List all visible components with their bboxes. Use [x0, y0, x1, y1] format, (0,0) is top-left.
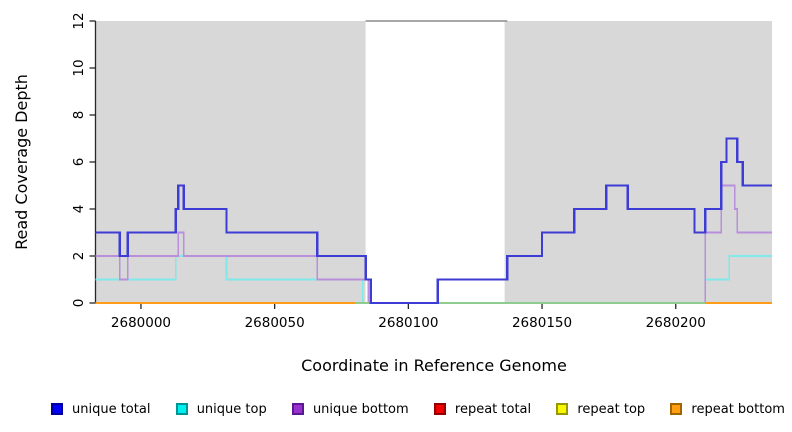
- legend-item: unique bottom: [291, 401, 409, 417]
- y-tick-label: 6: [71, 158, 87, 167]
- x-tick-label: 2680050: [245, 315, 305, 331]
- x-tick-label: 2680150: [512, 315, 572, 331]
- legend-swatch-unique-bottom: [291, 403, 304, 415]
- legend-item: unique top: [175, 401, 267, 417]
- shaded-region: [95, 21, 366, 303]
- legend-item: repeat total: [433, 401, 532, 417]
- legend-label: unique bottom: [312, 401, 409, 417]
- legend-swatch-repeat-top: [556, 403, 569, 415]
- y-tick-label: 12: [71, 12, 87, 29]
- x-axis-title: Coordinate in Reference Genome: [301, 356, 567, 375]
- x-tick-label: 2680000: [111, 315, 171, 331]
- y-tick-label: 8: [71, 111, 87, 120]
- chart-generated-layer: 2680000 2680050 2680100 2680150 2680200 0 2 4 6 8…: [71, 12, 772, 331]
- y-tick-label: 10: [71, 59, 87, 76]
- legend-item: repeat top: [556, 402, 645, 417]
- legend-item: repeat bottom: [670, 402, 785, 417]
- shaded-region: [504, 21, 772, 303]
- x-tick-label: 2680200: [646, 315, 706, 331]
- legend-swatch-unique-top: [175, 403, 188, 415]
- legend-swatch-unique-total: [51, 403, 63, 415]
- legend-label: unique top: [196, 401, 267, 417]
- legend-label: repeat total: [454, 401, 532, 417]
- y-tick-label: 0: [71, 299, 87, 308]
- coverage-chart: 2680000 2680050 2680100 2680150 2680200 0 2 4 6 8…: [12, 12, 772, 375]
- legend-swatch-repeat-total: [433, 403, 446, 415]
- legend-label: unique total: [72, 401, 151, 417]
- y-axis-title: Read Coverage Depth: [12, 74, 31, 250]
- legend-label: repeat bottom: [691, 401, 785, 417]
- series-unique-total: [95, 137, 772, 305]
- series-unique-top: [95, 255, 772, 304]
- chart-legend: unique total unique top unique bottom repea…: [51, 398, 785, 420]
- x-tick-label: 2680100: [378, 315, 438, 331]
- legend-item: unique total: [51, 402, 150, 417]
- series-unique-bottom: [95, 184, 772, 304]
- legend-label: repeat top: [577, 401, 646, 417]
- legend-swatch-repeat-bottom: [670, 403, 683, 415]
- y-tick-label: 2: [71, 252, 87, 261]
- y-tick-label: 4: [71, 205, 87, 214]
